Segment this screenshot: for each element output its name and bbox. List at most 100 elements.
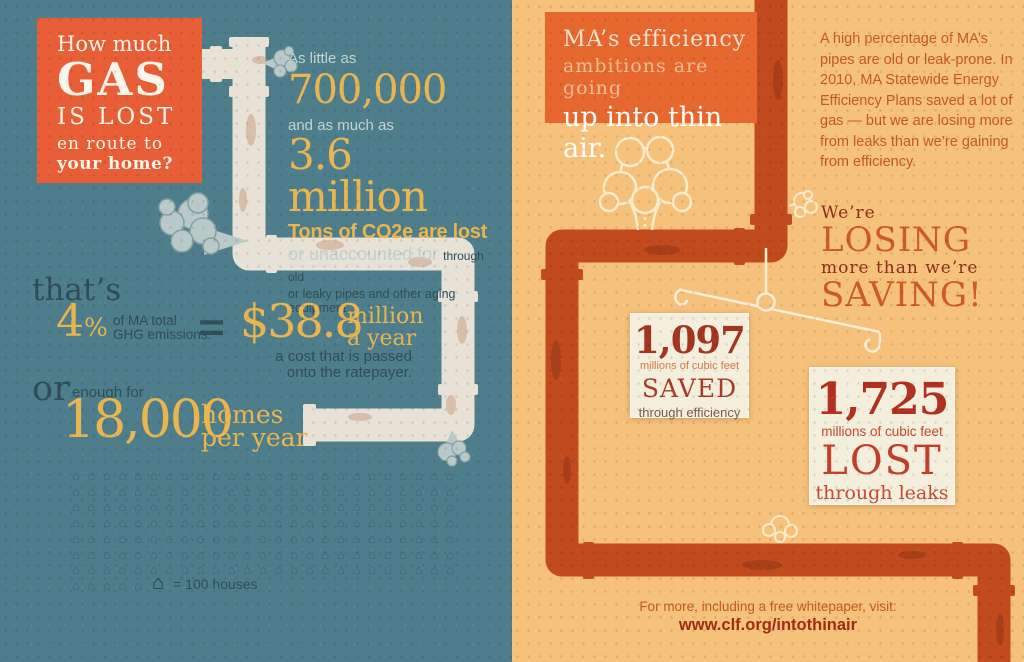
house-icon: ⌂ (149, 468, 158, 483)
house-icon: ⌂ (134, 483, 143, 499)
leak-puff-right-top (788, 190, 818, 218)
range-mid: and as much as (288, 117, 394, 134)
house-icon: ⌂ (414, 515, 423, 531)
house-icon: ⌂ (321, 468, 330, 483)
title-line: How much (57, 32, 172, 56)
house-icon: ⌂ (258, 515, 267, 531)
house-icon: ⌂ (368, 562, 376, 578)
share-caption: of MA total GHG emissions. (113, 313, 212, 343)
house-icon: ⌂ (196, 468, 205, 483)
house-icon: ⌂ (399, 515, 408, 531)
house-icon: ⌂ (383, 530, 392, 546)
homes-unit: homes per year (201, 400, 308, 452)
house-icon: ⌂ (274, 468, 283, 483)
range-high-value: 3.6 million (288, 130, 428, 221)
house-icon: ⌂ (446, 515, 454, 531)
intro-paragraph: A high percentage of MA’s pipes are old … (820, 31, 1013, 171)
lost-value: 1,725 (815, 374, 950, 425)
house-icon: ⌂ (243, 468, 252, 483)
house-icon: ⌂ (103, 530, 111, 546)
house-icon: ⌂ (134, 530, 143, 546)
range-intro: As little as (288, 50, 357, 67)
house-icon: ⌂ (414, 483, 423, 499)
leak-puff-bottom (437, 430, 471, 467)
saved-via: through efficiency (638, 405, 741, 420)
house-icon: ⌂ (212, 546, 221, 562)
house-icon: ⌂ (399, 562, 408, 578)
house-icon: ⌂ (321, 483, 330, 499)
house-icon: ⌂ (321, 499, 330, 515)
house-icon: ⌂ (305, 530, 314, 546)
house-icon: ⌂ (430, 562, 439, 578)
house-icon: ⌂ (181, 515, 189, 531)
house-icon: ⌂ (352, 562, 361, 578)
saved-value: 1,097 (634, 318, 746, 362)
house-icon: ⌂ (399, 546, 408, 562)
house-icon: ⌂ (430, 499, 439, 515)
homes-value: 18,000 (62, 390, 234, 450)
house-icon: ⌂ (321, 546, 330, 562)
house-icon: ⌂ (71, 499, 80, 515)
right-title-line: up into thin air. (563, 102, 723, 164)
house-icon: ⌂ (134, 546, 143, 562)
house-icon: ⌂ (227, 562, 236, 578)
homes-sub: enough for (72, 384, 144, 401)
house-icon: ⌂ (87, 483, 96, 499)
house-icon: ⌂ (305, 483, 314, 499)
house-icon: ⌂ (399, 530, 408, 546)
house-icon: ⌂ (71, 515, 80, 531)
house-icon: ⌂ (87, 577, 96, 593)
house-icon: ⌂ (274, 483, 283, 499)
house-icon: ⌂ (258, 483, 267, 499)
house-icon: ⌂ (399, 468, 408, 483)
house-icon: ⌂ (414, 530, 423, 546)
house-icon: ⌂ (227, 515, 236, 531)
house-icon: ⌂ (118, 468, 127, 483)
house-icon: ⌂ (352, 546, 361, 562)
house-icon: ⌂ (134, 468, 143, 483)
house-icon: ⌂ (352, 515, 361, 531)
house-icon: ⌂ (305, 468, 314, 483)
range-qualifier-small: through old (288, 249, 484, 284)
house-icon: ⌂ (149, 483, 158, 499)
house-icon: ⌂ (212, 562, 221, 578)
house-icon: ⌂ (305, 515, 314, 531)
lost-verb: LOST (821, 438, 943, 484)
house-icon: ⌂ (258, 468, 267, 483)
footer-prompt: For more, including a free whitepaper, v… (639, 599, 897, 614)
house-icon: ⌂ (243, 499, 252, 515)
house-icon: ⌂ (181, 546, 189, 562)
house-icon: ⌂ (103, 562, 111, 578)
range-qualifier-line2: or leaky pipes and other aging equipment… (288, 287, 456, 315)
house-icon: ⌂ (227, 530, 236, 546)
house-icon: ⌂ (383, 468, 392, 483)
house-icon: ⌂ (118, 530, 127, 546)
house-icon: ⌂ (383, 515, 392, 531)
house-icon: ⌂ (430, 468, 439, 483)
share-lead: that’s (32, 272, 122, 308)
legend-text: = 100 houses (173, 575, 258, 592)
house-icon: ⌂ (196, 562, 205, 578)
house-icon: ⌂ (87, 546, 96, 562)
legend-house-icon: ⌂ (152, 572, 165, 594)
house-icon: ⌂ (212, 499, 221, 515)
house-icon: ⌂ (383, 483, 392, 499)
house-icon: ⌂ (243, 562, 252, 578)
house-icon: ⌂ (165, 483, 174, 499)
title-gas: GAS (57, 53, 169, 106)
house-icon: ⌂ (430, 515, 439, 531)
house-icon: ⌂ (399, 483, 408, 499)
house-icon: ⌂ (71, 577, 80, 593)
footer-url-link[interactable]: www.clf.org/intothinair (678, 616, 858, 634)
house-icon: ⌂ (290, 468, 299, 483)
house-icon: ⌂ (336, 530, 345, 546)
house-icon: ⌂ (243, 483, 252, 499)
house-icon: ⌂ (446, 483, 454, 499)
saved-verb: SAVED (641, 374, 738, 403)
homes-lead: or (32, 369, 70, 409)
cost-unit: million a year (347, 304, 424, 351)
house-icon: ⌂ (196, 515, 205, 531)
right-title-box: MA’s efficiency ambitions are going up i… (545, 12, 757, 164)
losing-line: We’re (821, 203, 876, 223)
